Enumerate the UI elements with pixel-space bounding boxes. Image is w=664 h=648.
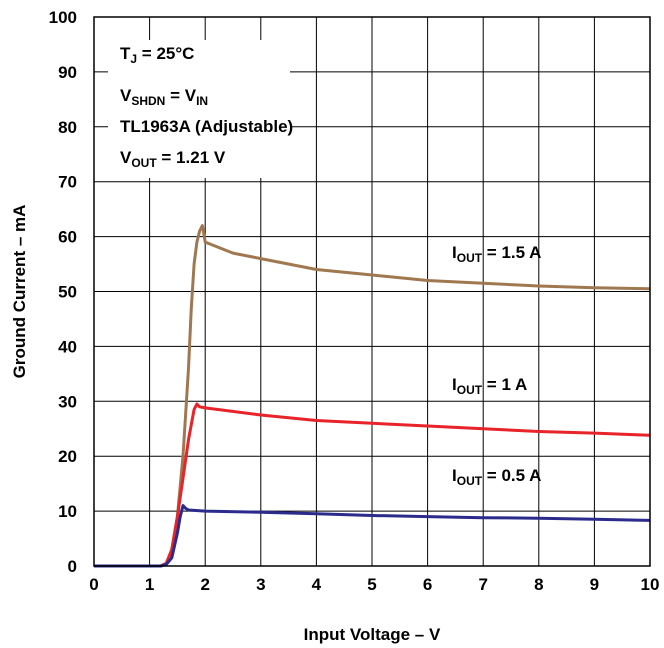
annotations: TJ = 25°C VSHDN = VIN TL1963A (Adjustable)… [120, 44, 541, 488]
y-tick-label: 20 [58, 447, 77, 466]
y-tick-label: 70 [58, 173, 77, 192]
y-tick-label: 10 [58, 502, 77, 521]
x-tick-label: 3 [256, 575, 265, 594]
x-tick-label: 5 [367, 575, 376, 594]
condition-label: VSHDN = VIN [120, 86, 208, 108]
conditions-box [108, 40, 290, 178]
x-tick-label: 0 [89, 575, 98, 594]
y-tick-label: 100 [49, 8, 77, 27]
y-tick-label: 60 [58, 228, 77, 247]
x-tick-label: 1 [145, 575, 154, 594]
y-tick-label: 30 [58, 392, 77, 411]
y-tick-label: 50 [58, 283, 77, 302]
y-tick-label: 40 [58, 337, 77, 356]
x-tick-label: 10 [641, 575, 660, 594]
x-axis-label: Input Voltage – V [304, 625, 441, 644]
x-tick-label: 7 [478, 575, 487, 594]
plot-frame [93, 16, 651, 567]
x-tick-label: 4 [312, 575, 322, 594]
y-tick-label: 80 [58, 118, 77, 137]
condition-label: VOUT = 1.21 V [120, 148, 226, 170]
x-tick-label: 9 [590, 575, 599, 594]
series-label: IOUT = 1.5 A [452, 243, 541, 265]
x-tick-label: 2 [200, 575, 209, 594]
condition-label: TJ = 25°C [120, 44, 194, 66]
series-line [94, 504, 651, 568]
y-tick-label: 0 [68, 557, 77, 576]
series-label: IOUT = 1 A [452, 375, 527, 397]
x-tick-label: 6 [423, 575, 432, 594]
condition-label: TL1963A (Adjustable) [120, 117, 293, 136]
series-label: IOUT = 0.5 A [452, 466, 541, 488]
y-tick-label: 90 [58, 63, 77, 82]
series-lines [94, 224, 651, 568]
y-axis-label: Ground Current – mA [10, 205, 29, 379]
x-tick-label: 8 [534, 575, 543, 594]
